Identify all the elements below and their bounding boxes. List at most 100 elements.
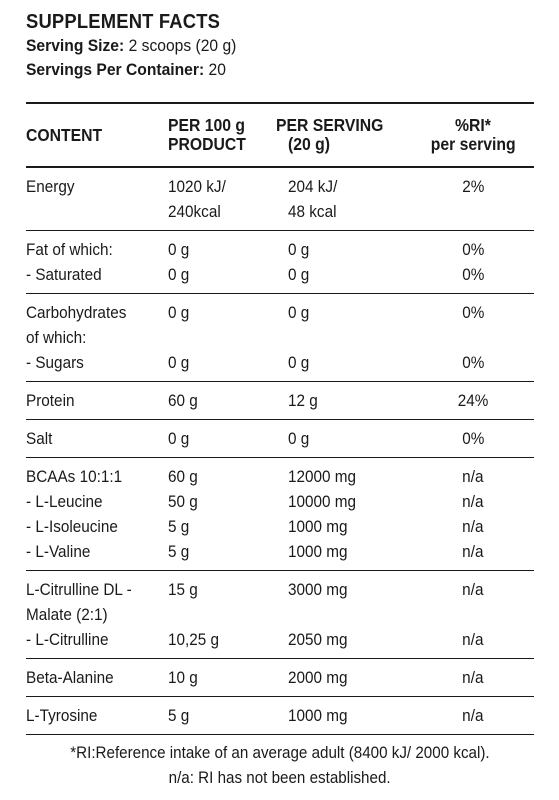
value-per-serving: 0 g — [288, 265, 310, 284]
value-per-serving-cell: 1000 mg — [258, 697, 412, 735]
nutrient-name: - L-Isoleucine — [26, 517, 118, 536]
nutrient-name-cell: L-Tyrosine — [26, 697, 168, 735]
value-per-100g-cell: 0 g — [168, 350, 258, 382]
value-ri-cell — [412, 325, 534, 350]
supplement-facts-label: SUPPLEMENT FACTS Serving Size: 2 scoops … — [26, 10, 534, 790]
table-row-group: Fat of which: 0 g 0 g 0% - Saturated 0 g 0 g 0% — [26, 231, 534, 294]
value-per-serving: 204 kJ/ — [288, 177, 338, 196]
value-ri-cell: 0% — [412, 420, 534, 458]
value-per-100g-cell: 10 g — [168, 659, 258, 697]
value-per-serving-cell: 1000 mg — [258, 514, 412, 539]
value-per-100g: 240kcal — [168, 202, 221, 221]
footnote-ri-text: *RI:Reference intake of an average adult… — [70, 744, 490, 762]
value-ri-cell: 0% — [412, 262, 534, 294]
column-header-ri-line1: %RI* — [455, 115, 491, 135]
value-per-100g: 60 g — [168, 467, 198, 486]
footnote-na-text: n/a: RI has not been established. — [169, 769, 391, 787]
value-per-100g-cell: 5 g — [168, 539, 258, 571]
value-per-100g-cell — [168, 325, 258, 350]
value-per-100g: 1020 kJ/ — [168, 177, 226, 196]
value-per-100g-cell: 50 g — [168, 489, 258, 514]
nutrient-name: - Sugars — [26, 353, 84, 372]
table-row: - L-Leucine 50 g 10000 mg n/a — [26, 489, 534, 514]
table-row-group: Salt 0 g 0 g 0% — [26, 420, 534, 458]
value-per-serving-cell: 0 g — [258, 262, 412, 294]
table-row: - Sugars 0 g 0 g 0% — [26, 350, 534, 382]
nutrient-name: - L-Citrulline — [26, 630, 109, 649]
column-header-ri-line2: per serving — [430, 134, 516, 154]
value-ri: n/a — [462, 492, 484, 511]
value-ri: n/a — [462, 542, 484, 561]
value-per-100g: 0 g — [168, 429, 190, 448]
table-row: Beta-Alanine 10 g 2000 mg n/a — [26, 659, 534, 697]
table-row-group: L-Citrulline DL - 15 g 3000 mg n/a Malate (2… — [26, 571, 534, 659]
value-per-serving-cell: 0 g — [258, 420, 412, 458]
footnotes: *RI:Reference intake of an average adult… — [26, 741, 534, 791]
nutrient-name-cell: Salt — [26, 420, 168, 458]
value-per-serving-cell: 48 kcal — [258, 199, 412, 231]
value-per-serving-cell: 3000 mg — [258, 571, 412, 603]
servings-per-container-value: 20 — [208, 60, 226, 79]
value-per-serving-cell: 0 g — [258, 350, 412, 382]
value-per-serving-cell: 10000 mg — [258, 489, 412, 514]
nutrient-name-cell: - Sugars — [26, 350, 168, 382]
nutrient-name: L-Citrulline DL - — [26, 580, 132, 599]
nutrient-name-cell: Carbohydrates — [26, 294, 168, 326]
value-per-serving: 1000 mg — [288, 706, 348, 725]
servings-per-container-line: Servings Per Container: 20 — [26, 58, 493, 82]
nutrient-name-cell: BCAAs 10:1:1 — [26, 458, 168, 490]
value-ri: 0% — [461, 429, 485, 448]
value-per-100g: 0 g — [168, 240, 190, 259]
column-header-per-serving-line1: PER SERVING — [276, 115, 384, 135]
value-ri: 0% — [461, 240, 485, 259]
value-per-serving-cell: 2000 mg — [258, 659, 412, 697]
value-per-100g: 5 g — [168, 517, 190, 536]
value-ri-cell: 0% — [412, 231, 534, 263]
value-ri: n/a — [462, 706, 484, 725]
nutrient-name: BCAAs 10:1:1 — [26, 467, 123, 486]
nutrient-name-cell: - L-Leucine — [26, 489, 168, 514]
value-ri-cell — [412, 199, 534, 231]
value-per-100g: 10 g — [168, 668, 198, 687]
nutrient-name: Malate (2:1) — [26, 605, 108, 624]
value-per-100g: 5 g — [168, 706, 190, 725]
value-per-serving: 2050 mg — [288, 630, 348, 649]
value-ri: n/a — [462, 580, 484, 599]
value-per-100g-cell: 15 g — [168, 571, 258, 603]
value-ri-cell: n/a — [412, 514, 534, 539]
value-per-serving: 0 g — [288, 353, 310, 372]
column-header-ri: %RI* per serving — [412, 103, 534, 168]
serving-size-line: Serving Size: 2 scoops (20 g) — [26, 34, 493, 58]
value-per-100g-cell: 0 g — [168, 294, 258, 326]
footnote-na: n/a: RI has not been established. — [26, 766, 534, 791]
table-row-group: BCAAs 10:1:1 60 g 12000 mg n/a - L-Leucine 50… — [26, 458, 534, 571]
value-per-100g: 0 g — [168, 303, 190, 322]
nutrient-name: of which: — [26, 328, 87, 347]
value-per-100g-cell: 0 g — [168, 231, 258, 263]
value-ri-cell: 2% — [412, 167, 534, 199]
servings-per-container-label: Servings Per Container: — [26, 60, 205, 79]
value-ri: 2% — [461, 177, 485, 196]
nutrient-name-cell: - L-Valine — [26, 539, 168, 571]
label-title: SUPPLEMENT FACTS — [26, 11, 221, 33]
nutrient-name-cell: - L-Citrulline — [26, 627, 168, 659]
serving-size-value: 2 scoops (20 g) — [128, 36, 237, 55]
value-ri: 0% — [461, 353, 485, 372]
value-per-serving-cell: 0 g — [258, 294, 412, 326]
nutrient-name-cell — [26, 199, 168, 231]
value-per-serving-cell: 0 g — [258, 231, 412, 263]
value-ri-cell: n/a — [412, 571, 534, 603]
value-per-100g-cell: 10,25 g — [168, 627, 258, 659]
value-per-serving-cell: 204 kJ/ — [258, 167, 412, 199]
table-row: - Saturated 0 g 0 g 0% — [26, 262, 534, 294]
table-row: L-Tyrosine 5 g 1000 mg n/a — [26, 697, 534, 735]
value-per-100g: 0 g — [168, 265, 190, 284]
nutrient-name: Beta-Alanine — [26, 668, 114, 687]
value-ri-cell: n/a — [412, 539, 534, 571]
value-per-100g: 5 g — [168, 542, 190, 561]
value-per-serving: 0 g — [288, 240, 310, 259]
value-ri-cell: n/a — [412, 659, 534, 697]
table-row: 240kcal 48 kcal — [26, 199, 534, 231]
value-ri-cell: 0% — [412, 294, 534, 326]
value-per-serving: 12000 mg — [288, 467, 357, 486]
